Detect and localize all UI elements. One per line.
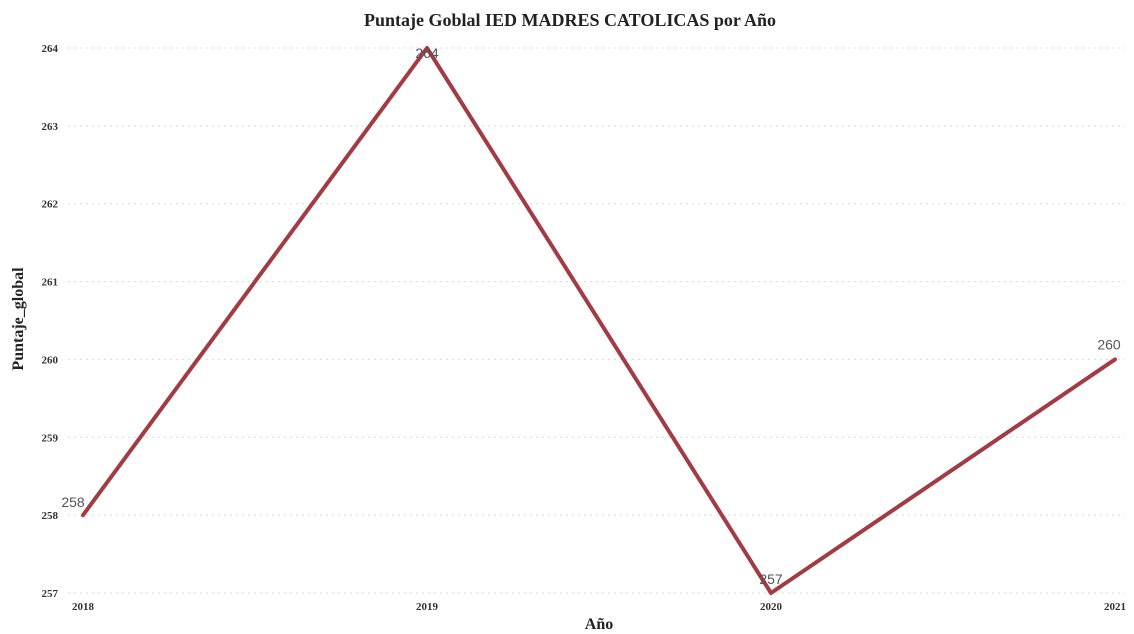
x-tick-label: 2020: [760, 601, 783, 613]
y-tick-label: 264: [42, 43, 59, 55]
gridlines: [68, 47, 1125, 594]
data-label: 264: [415, 45, 439, 61]
data-label: 258: [61, 494, 85, 510]
y-tick-label: 259: [42, 432, 59, 444]
chart-title: Puntaje Goblal IED MADRES CATOLICAS por …: [364, 10, 776, 30]
series-line: [81, 46, 1117, 595]
y-tick-label: 257: [42, 588, 59, 600]
data-label: 260: [1097, 336, 1121, 352]
data-label: 257: [759, 571, 783, 587]
y-tick-label: 263: [42, 121, 59, 133]
y-tick-label: 258: [42, 510, 59, 522]
x-tick-label: 2021: [1104, 601, 1126, 613]
y-axis-title: Puntaje_global: [10, 267, 27, 371]
x-axis-title: Año: [585, 616, 613, 633]
x-tick-label: 2018: [72, 601, 95, 613]
x-axis-ticks: 2018 2019 2020 2021: [72, 601, 1126, 613]
x-tick-label: 2019: [416, 601, 439, 613]
y-tick-label: 262: [42, 199, 59, 211]
data-labels: 258 264 257 260: [61, 45, 1121, 587]
y-tick-label: 260: [42, 354, 59, 366]
y-axis-ticks: 257 258 259 260 261 262 263 264: [42, 43, 59, 600]
y-tick-label: 261: [42, 277, 59, 289]
